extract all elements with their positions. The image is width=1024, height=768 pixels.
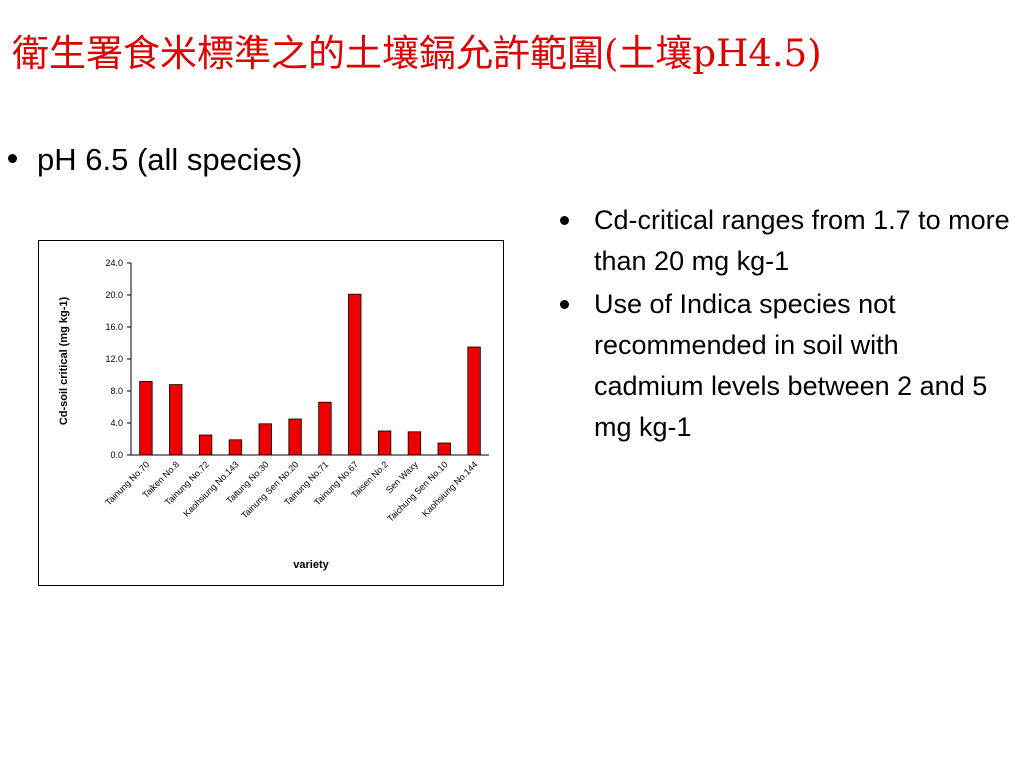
bullet-item: Use of Indica species not recommended in… [560, 284, 1010, 448]
bar [288, 418, 302, 456]
bullet-text: Use of Indica species not recommended in… [594, 289, 988, 442]
bar [467, 346, 481, 456]
bar [139, 380, 153, 456]
bar [377, 430, 392, 456]
y-axis-label: Cd-soil critical (mg kg-1) [58, 296, 70, 425]
bar [198, 434, 213, 456]
y-tick-label: 24.0 [105, 258, 123, 268]
top-bullet: pH 6.5 (all species) [8, 142, 302, 178]
bar [169, 384, 183, 456]
chart-frame: 0.0 4.0 8.0 12.0 16.0 20.0 24.0 Tainung No.70 Ta… [38, 240, 504, 586]
bullet-item: Cd-critical ranges from 1.7 to more than… [560, 200, 1010, 282]
bar [437, 442, 451, 456]
y-tick-label: 0.0 [110, 450, 123, 460]
bar [318, 401, 332, 456]
bullet-text: Cd-critical ranges from 1.7 to more than… [594, 205, 1010, 276]
top-bullet-text: pH 6.5 (all species) [37, 142, 303, 177]
y-tick-label: 20.0 [105, 290, 123, 300]
bullet-dot-icon [560, 216, 569, 225]
bar [258, 423, 272, 456]
y-tick-label: 12.0 [105, 354, 123, 364]
x-category-label: Kaohsiung No.144 [420, 459, 479, 518]
y-tick-label: 8.0 [110, 386, 123, 396]
bar [228, 439, 243, 456]
bullet-dot-icon [560, 300, 569, 309]
bar [348, 293, 362, 456]
bullet-dot-icon [8, 154, 17, 164]
y-tick-label: 4.0 [110, 418, 123, 428]
right-bullet-list: Cd-critical ranges from 1.7 to more than… [560, 200, 1010, 450]
y-tick-label: 16.0 [105, 322, 123, 332]
bar [407, 431, 422, 456]
x-axis-label: variety [293, 559, 329, 571]
x-category-label: Tainung No.70 [103, 459, 151, 507]
x-category-label: Kaohsiung No.143 [181, 459, 240, 518]
slide-title: 衛生署食米標準之的土壤鎘允許範圍(土壤pH4.5) [12, 32, 822, 75]
